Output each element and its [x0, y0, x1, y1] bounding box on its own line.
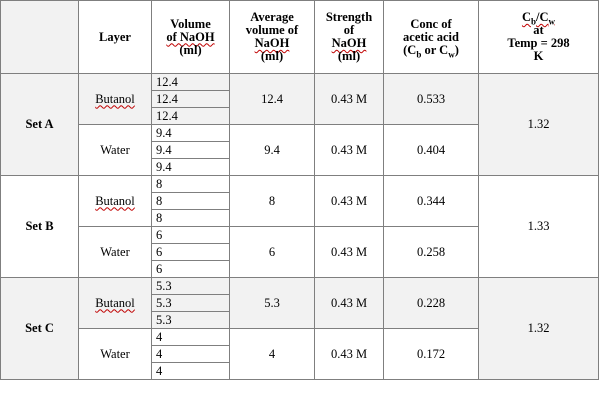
conc-cell: 0.172: [383, 328, 479, 380]
average-cell: 5.3: [229, 277, 315, 329]
header-ratio: Cb/Cw at Temp = 298 K: [478, 0, 599, 74]
table-row: 5.3: [1, 294, 599, 312]
volume-cell: 12.4: [151, 107, 230, 125]
header-volume-line2: of NaOH: [166, 29, 215, 44]
average-cell: 6: [229, 226, 315, 278]
table-row: Set C Butanol 5.3 5.3 0.43 M 0.228 1.32: [0, 277, 599, 380]
average-cell: 9.4: [229, 124, 315, 176]
set-label: Set B: [0, 175, 79, 278]
conc-cell: 0.404: [383, 124, 479, 176]
volume-cell: 9.4: [151, 158, 230, 176]
set-label: Set A: [0, 73, 79, 176]
header-strength-line1: Strength: [325, 10, 373, 24]
header-volume-line1: Volume: [170, 16, 211, 31]
header-strength-line4: (ml): [337, 49, 361, 63]
average-cell: 4: [229, 328, 315, 380]
volume-cell: 12.4: [151, 73, 230, 91]
table-body: Set A Butanol 12.4 12.4 0.43 M 0.533 1.32 12.4 1…: [0, 73, 599, 380]
volume-cell: 12.4: [151, 90, 230, 108]
strength-cell: 0.43 M: [314, 73, 384, 125]
conc-cell: 0.533: [383, 73, 479, 125]
ratio-cell: 1.32: [478, 73, 599, 176]
header-average-line3: NaOH: [254, 36, 290, 50]
strength-cell: 0.43 M: [314, 328, 384, 380]
strength-cell: 0.43 M: [314, 277, 384, 329]
header-strength-line2: of: [343, 23, 355, 37]
header-conc: Conc of acetic acid (Cb or Cw): [383, 0, 479, 74]
volume-cell: 4: [151, 328, 230, 346]
strength-cell: 0.43 M: [314, 226, 384, 278]
layer-cell: Butanol: [78, 277, 152, 329]
header-conc-line2: acetic acid: [403, 29, 459, 44]
data-table: Layer Volume of NaOH (ml) Average volume…: [0, 0, 599, 380]
header-ratio-line2: at: [533, 23, 544, 37]
layer-label: Butanol: [95, 295, 135, 310]
volume-cell: 5.3: [151, 277, 230, 295]
volume-cell: 5.3: [151, 294, 230, 312]
volume-cell: 8: [151, 209, 230, 227]
table-row: 12.4: [1, 90, 599, 108]
layer-label: Butanol: [95, 193, 135, 208]
layer-cell: Butanol: [78, 175, 152, 227]
layer-label: Water: [100, 142, 130, 157]
layer-cell: Water: [78, 328, 152, 380]
header-ratio-line1: Cb/Cw: [521, 10, 556, 27]
volume-cell: 8: [151, 192, 230, 210]
conc-cell: 0.258: [383, 226, 479, 278]
volume-cell: 6: [151, 260, 230, 278]
conc-cell: 0.228: [383, 277, 479, 329]
layer-label: Water: [100, 346, 130, 361]
layer-cell: Water: [78, 226, 152, 278]
table-row: Set B Butanol 8 8 0.43 M 0.344 1.33: [0, 175, 599, 278]
strength-cell: 0.43 M: [314, 124, 384, 176]
volume-cell: 6: [151, 226, 230, 244]
table-row: Set A Butanol 12.4 12.4 0.43 M 0.533 1.32: [0, 73, 599, 176]
average-cell: 12.4: [229, 73, 315, 125]
table-row: Water 6 6 0.43 M 0.258: [1, 226, 599, 278]
volume-cell: 9.4: [151, 124, 230, 142]
header-average-line4: (ml): [260, 49, 284, 63]
header-conc-line3: (Cb or Cw): [403, 42, 459, 59]
volume-cell: 4: [151, 345, 230, 363]
average-cell: 8: [229, 175, 315, 227]
header-ratio-line3: Temp = 298: [507, 36, 570, 50]
header-average: Average volume of NaOH (ml): [229, 0, 315, 74]
header-set: [0, 0, 79, 74]
ratio-cell: 1.32: [478, 277, 599, 380]
strength-cell: 0.43 M: [314, 175, 384, 227]
header-average-line2: volume of: [245, 23, 299, 37]
header-conc-line1: Conc of: [410, 16, 452, 31]
header-layer: Layer: [78, 0, 152, 74]
ratio-cell: 1.33: [478, 175, 599, 278]
conc-cell: 0.344: [383, 175, 479, 227]
layer-label: Water: [100, 244, 130, 259]
header-ratio-line4: K: [533, 49, 544, 63]
volume-cell: 6: [151, 243, 230, 261]
layer-cell: Butanol: [78, 73, 152, 125]
header-strength: Strength of NaOH (ml): [314, 0, 384, 74]
volume-cell: 4: [151, 362, 230, 380]
header-average-line1: Average: [250, 10, 294, 24]
table-row: 12.4: [1, 107, 599, 125]
header-strength-line3: NaOH: [331, 36, 367, 50]
volume-cell: 8: [151, 175, 230, 193]
header-volume-line3: (ml): [179, 42, 202, 57]
header-volume: Volume of NaOH (ml): [151, 0, 230, 74]
volume-cell: 9.4: [151, 141, 230, 159]
layer-cell: Water: [78, 124, 152, 176]
header-row: Layer Volume of NaOH (ml) Average volume…: [0, 0, 599, 74]
table-row: 5.3: [1, 311, 599, 329]
set-label: Set C: [0, 277, 79, 380]
volume-cell: 5.3: [151, 311, 230, 329]
layer-label: Butanol: [95, 91, 135, 106]
table-row: 4: [1, 362, 599, 380]
